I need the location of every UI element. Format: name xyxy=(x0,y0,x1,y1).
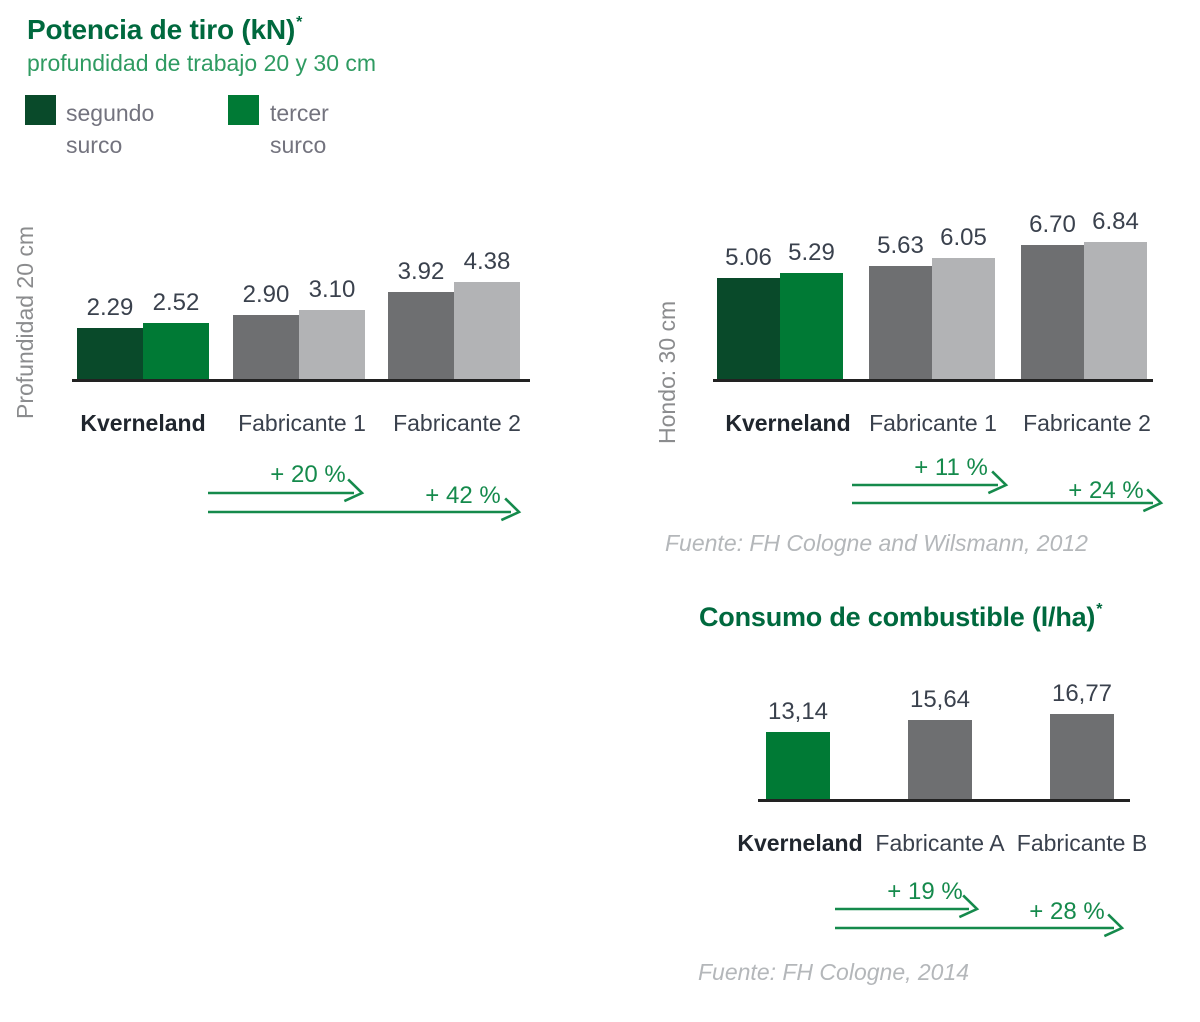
bar xyxy=(233,315,299,379)
title-asterisk-icon: * xyxy=(296,13,303,31)
value-label: 6.70 xyxy=(1029,211,1076,238)
category-label: Kverneland xyxy=(737,830,863,856)
page-subtitle: profundidad de trabajo 20 y 30 cm xyxy=(27,50,377,76)
x-axis-potencia-hondo-30cm xyxy=(713,379,1153,382)
arrow-percent-label: + 24 % xyxy=(1068,477,1144,504)
category-label: Kverneland xyxy=(725,410,851,436)
bar xyxy=(143,323,209,379)
consumo-title-text: Consumo de combustible (l/ha) xyxy=(699,602,1096,632)
page-title-text: Potencia de tiro (kN) xyxy=(27,14,296,45)
legend-swatch-segundo-surco xyxy=(25,95,56,125)
bar xyxy=(1021,245,1084,379)
bar xyxy=(766,732,830,799)
value-label: 6.05 xyxy=(940,224,987,251)
category-label: Fabricante A xyxy=(875,830,1005,856)
value-label: 13,14 xyxy=(767,698,829,725)
bar xyxy=(77,328,143,379)
value-label: 2.29 xyxy=(86,294,134,321)
source-text-tiro: Fuente: FH Cologne and Wilsmann, 2012 xyxy=(665,530,1088,556)
bar xyxy=(1084,242,1147,379)
consumo-chart-title: Consumo de combustible (l/ha)* xyxy=(699,601,1103,633)
category-label: Fabricante 2 xyxy=(393,410,521,436)
value-label: 2.52 xyxy=(152,289,200,316)
bar xyxy=(908,720,972,799)
value-label: 5.63 xyxy=(877,232,924,259)
value-label: 4.38 xyxy=(463,248,511,275)
consumo-title-asterisk-icon: * xyxy=(1096,601,1103,618)
bar xyxy=(780,273,843,379)
growth-arrow-icon xyxy=(852,488,1164,513)
legend-label-tercer-surco: tercer surco xyxy=(270,100,329,158)
legend-swatch-tercer-surco xyxy=(228,95,259,125)
value-label: 15,64 xyxy=(909,686,971,713)
category-label: Kverneland xyxy=(80,410,206,436)
value-label: 3.10 xyxy=(308,276,356,303)
category-label: Fabricante B xyxy=(1016,830,1148,856)
value-label: 5.29 xyxy=(788,239,835,266)
arrow-percent-label: + 28 % xyxy=(1029,898,1105,925)
value-label: 5.06 xyxy=(725,244,772,271)
category-label: Fabricante 1 xyxy=(869,410,997,436)
x-axis-potencia-profundidad-20cm xyxy=(72,379,530,382)
category-label: Fabricante 1 xyxy=(238,410,366,436)
arrow-percent-label: + 19 % xyxy=(887,878,963,905)
x-axis-consumo-combustible xyxy=(758,799,1130,802)
growth-arrow-icon xyxy=(208,478,365,503)
bar xyxy=(454,282,520,379)
page-title: Potencia de tiro (kN)* xyxy=(27,14,302,46)
arrow-percent-label: + 20 % xyxy=(270,461,346,488)
category-label: Fabricante 2 xyxy=(1023,410,1151,436)
growth-arrow-icon xyxy=(835,913,1125,938)
bar xyxy=(869,266,932,379)
legend-label-segundo-surco: segundo surco xyxy=(66,100,155,158)
value-label: 2.90 xyxy=(242,281,290,308)
source-text-consumo: Fuente: FH Cologne, 2014 xyxy=(698,959,970,985)
bar xyxy=(388,292,454,379)
bar xyxy=(1050,714,1114,799)
value-label: 3.92 xyxy=(397,258,445,285)
growth-arrow-icon xyxy=(852,470,1009,495)
bar xyxy=(717,278,780,379)
y-axis-label-profundidad-20cm: Profundidad 20 cm xyxy=(12,225,38,419)
arrow-percent-label: + 42 % xyxy=(425,482,501,509)
bar xyxy=(299,310,365,379)
growth-arrow-icon xyxy=(208,497,522,522)
value-label: 16,77 xyxy=(1051,680,1113,707)
value-label: 6.84 xyxy=(1092,208,1139,235)
bar xyxy=(932,258,995,379)
arrow-percent-label: + 11 % xyxy=(914,454,988,481)
growth-arrow-icon xyxy=(835,894,980,919)
